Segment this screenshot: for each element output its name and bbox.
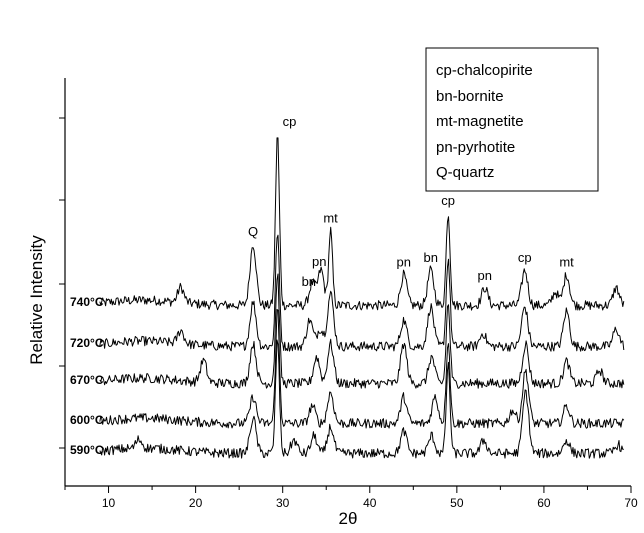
peak-label: pn — [477, 268, 491, 283]
legend-entry: pn-pyrhotite — [436, 139, 515, 156]
xrd-trace — [99, 309, 625, 429]
peak-label: pn — [396, 255, 410, 270]
temperature-label: 740°C — [70, 295, 104, 309]
temperature-label: 600°C — [70, 413, 104, 427]
temperature-labels: 740°C 720°C 670°C 600°C 590°C — [70, 295, 104, 457]
peak-label: pn — [312, 254, 326, 269]
peak-label: bn — [423, 250, 437, 265]
xrd-trace — [99, 234, 625, 352]
peak-label: mt — [323, 210, 338, 225]
xrd-trace — [99, 137, 625, 311]
temperature-label: 720°C — [70, 336, 104, 350]
temperature-label: 670°C — [70, 373, 104, 387]
legend: cp-chalcopirite bn-bornite mt-magnetite … — [425, 47, 599, 192]
x-tick-label: 20 — [189, 496, 203, 510]
peak-label: Q — [248, 224, 258, 239]
peak-label: cp — [283, 114, 297, 129]
x-tick-label: 60 — [537, 496, 551, 510]
peak-label: bn — [302, 274, 316, 289]
y-ticks — [59, 117, 65, 449]
peak-label: cp — [518, 250, 532, 265]
x-ticks: 10 20 30 40 50 60 70 — [64, 486, 638, 510]
traces — [99, 137, 625, 459]
axes — [64, 78, 631, 487]
x-tick-label: 40 — [363, 496, 377, 510]
legend-entry: cp-chalcopirite — [436, 62, 533, 79]
xrd-trace — [99, 273, 625, 389]
temperature-label: 590°C — [70, 443, 104, 457]
x-tick-label: 30 — [276, 496, 290, 510]
x-tick-label: 50 — [450, 496, 464, 510]
x-tick-label: 70 — [624, 496, 638, 510]
legend-entry: Q-quartz — [436, 164, 494, 181]
peak-label: cp — [441, 193, 455, 208]
y-axis-label: Relative Intensity — [27, 235, 46, 365]
legend-entry: bn-bornite — [436, 88, 504, 105]
legend-box — [425, 47, 599, 192]
peak-label: mt — [559, 255, 574, 270]
legend-entry: mt-magnetite — [436, 113, 524, 130]
xrd-trace — [99, 339, 624, 459]
x-tick-label: 10 — [102, 496, 116, 510]
x-axis-label: 2θ — [339, 509, 358, 528]
